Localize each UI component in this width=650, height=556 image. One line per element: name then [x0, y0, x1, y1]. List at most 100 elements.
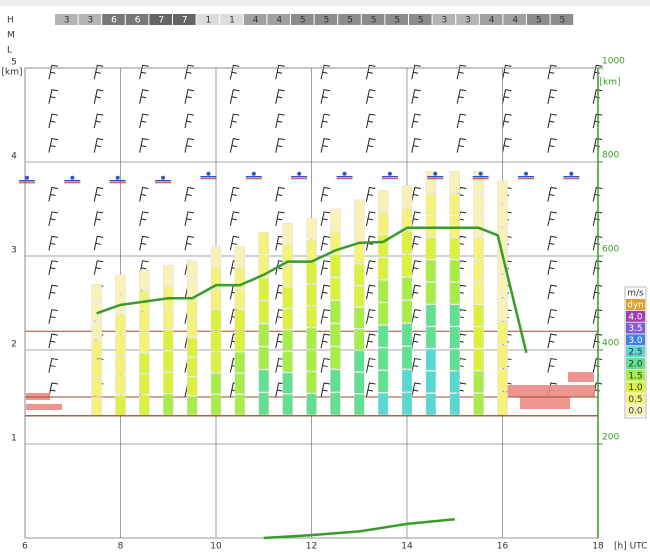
x-tick-label: 12 — [306, 542, 317, 552]
thermal-segment — [354, 350, 365, 372]
wind-barb — [320, 211, 331, 227]
thermal-segment — [354, 220, 365, 243]
wind-barb — [592, 64, 603, 80]
wind-barb — [320, 333, 331, 349]
cloud-cell — [196, 14, 220, 25]
x-tick-label: 14 — [401, 542, 413, 552]
cloud-symbol — [115, 175, 120, 180]
x-axis-label: [h] UTC — [614, 542, 647, 552]
wind-barb — [275, 211, 285, 227]
thermal-segment — [234, 288, 246, 310]
wind-barb — [411, 333, 421, 349]
wind-barb — [547, 89, 557, 104]
wind-barb — [93, 186, 104, 202]
thermal-segment — [354, 264, 365, 286]
cloud-symbol — [25, 175, 29, 180]
wind-barb — [229, 64, 240, 80]
cloud-symbol — [342, 171, 347, 176]
cloud-cell — [409, 14, 432, 25]
thermal-segment — [377, 392, 389, 416]
wind-barb — [320, 235, 331, 251]
thermal-segment — [377, 257, 389, 280]
cloud-value: 5 — [347, 16, 353, 26]
wind-barb — [592, 211, 603, 227]
wind-barb — [547, 113, 557, 129]
cloud-value: 4 — [253, 16, 259, 26]
thermal-segment — [330, 254, 341, 278]
wind-barb — [48, 89, 58, 104]
wind-barb — [365, 357, 376, 373]
wind-barb — [411, 260, 421, 275]
wind-barb — [502, 89, 512, 104]
thermal-segment — [401, 392, 413, 416]
thermal-segment — [163, 394, 174, 416]
thermal-segment — [377, 370, 389, 393]
thermal-segment — [330, 346, 341, 370]
cloud-cell — [267, 14, 290, 25]
thermal-segment — [282, 222, 293, 244]
wind-barb — [502, 113, 512, 129]
thermal-segment — [115, 395, 126, 416]
thermal-segment — [139, 394, 150, 416]
thermal-segment — [210, 373, 222, 394]
wind-barb — [365, 284, 376, 300]
wind-barb — [592, 186, 603, 202]
thermal-segment — [425, 171, 437, 193]
thermal-segment — [306, 349, 317, 372]
x-tick-label: 16 — [497, 542, 509, 552]
legend-label: 4.0 — [628, 312, 643, 322]
wind-barb — [275, 186, 285, 202]
thermal-segment — [377, 347, 389, 370]
wind-barb — [547, 284, 557, 300]
wind-barbs — [48, 64, 603, 398]
wind-barb — [547, 357, 557, 373]
wind-barb — [365, 64, 376, 80]
thermal-segment — [234, 394, 246, 416]
cloud-cell — [432, 14, 456, 25]
x-tick-label: 8 — [118, 542, 124, 552]
thermal-segment — [354, 285, 365, 307]
legend-swatch — [626, 346, 645, 358]
cloud-cell — [173, 14, 196, 25]
wind-barb — [275, 89, 285, 104]
cloud-symbol — [70, 175, 75, 180]
thermal-segment — [139, 373, 150, 395]
thermal-segment — [163, 329, 174, 351]
wind-barb — [411, 186, 421, 202]
thermal-segment — [425, 393, 437, 416]
thermal-segment — [377, 235, 389, 258]
thermal-segment — [210, 246, 222, 268]
thermal-segment — [473, 171, 484, 193]
wind-barb — [592, 333, 603, 349]
wind-barb — [592, 138, 603, 153]
thermal-segment — [497, 321, 508, 345]
thermal-segment — [330, 392, 341, 416]
y-tick-label: 5 — [11, 58, 17, 68]
x-tick-label: 6 — [22, 542, 28, 552]
cloud-cell — [503, 14, 526, 25]
thermal-segment — [282, 287, 293, 308]
wind-barb — [547, 186, 557, 202]
wind-barb — [456, 89, 467, 104]
wind-barb — [411, 235, 421, 251]
y-tick-label: 2 — [11, 340, 17, 350]
thermal-segment — [282, 308, 293, 330]
wind-barb — [592, 309, 603, 324]
cloud-value: 5 — [418, 16, 424, 26]
thermal-segment — [186, 357, 198, 377]
line-series — [263, 517, 455, 540]
cloud-symbol — [569, 171, 574, 176]
cloud-cell — [125, 14, 149, 25]
cloud-value: 1 — [229, 16, 235, 26]
cloud-layer-label: L — [7, 46, 12, 56]
wind-barb — [93, 138, 104, 153]
wind-barb — [456, 138, 467, 153]
wind-barb — [456, 113, 467, 129]
legend-swatch — [626, 358, 645, 369]
y-tick-label: 4 — [11, 152, 17, 162]
thermal-segment — [354, 393, 365, 416]
thermal-segment — [497, 392, 508, 416]
cloud-cell — [149, 14, 172, 25]
cloud-cell — [385, 14, 408, 25]
thermal-segment — [306, 371, 317, 394]
